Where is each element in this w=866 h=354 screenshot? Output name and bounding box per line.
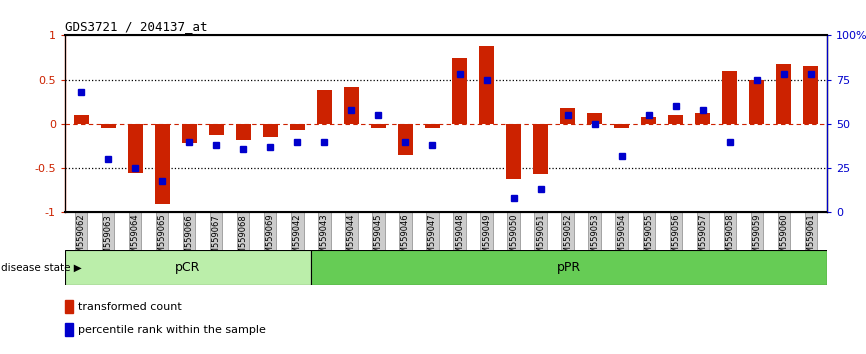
Bar [128,124,143,172]
Bar [155,124,170,204]
Bar [209,124,223,135]
Text: disease state ▶: disease state ▶ [1,262,81,272]
Bar [311,250,827,285]
Bar [695,113,710,124]
Text: pCR: pCR [175,261,201,274]
Bar [614,124,629,128]
Bar [560,108,575,124]
Bar [533,124,548,174]
Bar [65,323,74,336]
Bar [344,87,359,124]
Bar [641,117,656,124]
Text: pPR: pPR [557,261,581,274]
Bar [722,71,737,124]
Bar [65,250,311,285]
Bar [506,124,521,179]
Bar [100,124,116,128]
Bar [74,115,88,124]
Bar [587,113,602,124]
Bar [371,124,386,128]
Bar [669,115,683,124]
Text: transformed count: transformed count [78,302,182,312]
Bar [776,64,792,124]
Text: GDS3721 / 204137_at: GDS3721 / 204137_at [65,20,208,33]
Bar [479,46,494,124]
Bar [317,90,332,124]
Bar [263,124,278,137]
Bar [398,124,413,155]
Bar [804,66,818,124]
Bar [236,124,251,140]
Bar [182,124,197,143]
Bar [425,124,440,128]
Bar [290,124,305,130]
Bar [452,57,467,124]
Bar [749,80,764,124]
Text: percentile rank within the sample: percentile rank within the sample [78,325,266,335]
Bar [65,300,74,313]
